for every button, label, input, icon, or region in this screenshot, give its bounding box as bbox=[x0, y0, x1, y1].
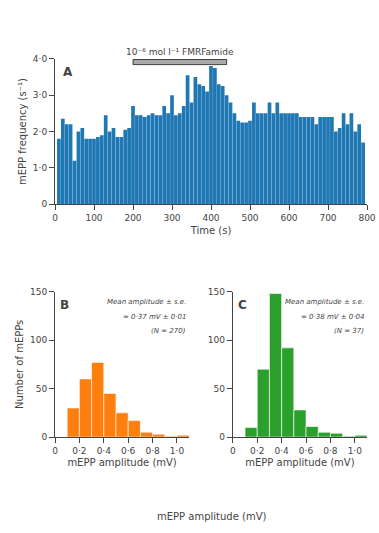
svg-text:1·0: 1·0 bbox=[33, 163, 48, 173]
svg-text:0: 0 bbox=[219, 432, 225, 442]
svg-text:mEPP amplitude (mV): mEPP amplitude (mV) bbox=[67, 457, 176, 468]
svg-text:50: 50 bbox=[214, 384, 226, 394]
svg-text:Mean amplitude ± s.e.: Mean amplitude ± s.e. bbox=[107, 298, 186, 306]
svg-text:0: 0 bbox=[230, 446, 236, 456]
svg-text:mEPP amplitude (mV): mEPP amplitude (mV) bbox=[245, 457, 354, 468]
svg-text:0·8: 0·8 bbox=[323, 446, 338, 456]
svg-text:C: C bbox=[238, 298, 247, 312]
svg-text:0: 0 bbox=[52, 213, 58, 223]
svg-text:(Ν = 37): (Ν = 37) bbox=[334, 327, 364, 335]
svg-text:600: 600 bbox=[280, 213, 297, 223]
svg-text:700: 700 bbox=[319, 213, 336, 223]
svg-text:A: A bbox=[63, 65, 73, 79]
svg-text:150: 150 bbox=[208, 287, 225, 297]
svg-text:0·8: 0·8 bbox=[145, 446, 160, 456]
svg-text:Time (s): Time (s) bbox=[190, 225, 232, 236]
svg-text:0: 0 bbox=[52, 446, 58, 456]
svg-text:100: 100 bbox=[85, 213, 102, 223]
svg-text:0·2: 0·2 bbox=[72, 446, 86, 456]
svg-text:= 0·37 mV ± 0·01: = 0·37 mV ± 0·01 bbox=[123, 313, 186, 321]
svg-text:mEPP amplitude (mV): mEPP amplitude (mV) bbox=[157, 511, 266, 522]
svg-text:100: 100 bbox=[30, 335, 47, 345]
svg-text:500: 500 bbox=[241, 213, 258, 223]
svg-text:400: 400 bbox=[202, 213, 219, 223]
svg-text:200: 200 bbox=[124, 213, 141, 223]
svg-text:= 0·38 mV ± 0·04: = 0·38 mV ± 0·04 bbox=[301, 313, 364, 321]
svg-text:3·0: 3·0 bbox=[33, 90, 48, 100]
svg-text:(Ν = 270): (Ν = 270) bbox=[151, 327, 186, 335]
svg-text:1·0: 1·0 bbox=[170, 446, 185, 456]
svg-text:0·6: 0·6 bbox=[121, 446, 136, 456]
svg-text:150: 150 bbox=[30, 287, 47, 297]
svg-text:10⁻⁶ mol l⁻¹ FMRFamide: 10⁻⁶ mol l⁻¹ FMRFamide bbox=[126, 47, 234, 57]
svg-text:0·2: 0·2 bbox=[250, 446, 264, 456]
svg-text:800: 800 bbox=[358, 213, 375, 223]
svg-text:Mean amplitude ± s.e.: Mean amplitude ± s.e. bbox=[285, 298, 364, 306]
svg-text:0: 0 bbox=[41, 199, 47, 209]
svg-text:mEPP frequency (s⁻¹): mEPP frequency (s⁻¹) bbox=[17, 78, 28, 185]
svg-text:0·4: 0·4 bbox=[274, 446, 289, 456]
svg-text:1·0: 1·0 bbox=[348, 446, 363, 456]
svg-text:2·0: 2·0 bbox=[33, 127, 48, 137]
svg-text:100: 100 bbox=[208, 335, 225, 345]
svg-text:0·6: 0·6 bbox=[299, 446, 314, 456]
svg-text:50: 50 bbox=[36, 384, 48, 394]
svg-text:0: 0 bbox=[41, 432, 47, 442]
svg-text:4·0: 4·0 bbox=[33, 54, 48, 64]
svg-text:Number of mEPPs: Number of mEPPs bbox=[14, 320, 25, 409]
svg-text:B: B bbox=[60, 298, 69, 312]
svg-text:0·4: 0·4 bbox=[97, 446, 112, 456]
svg-text:300: 300 bbox=[163, 213, 180, 223]
